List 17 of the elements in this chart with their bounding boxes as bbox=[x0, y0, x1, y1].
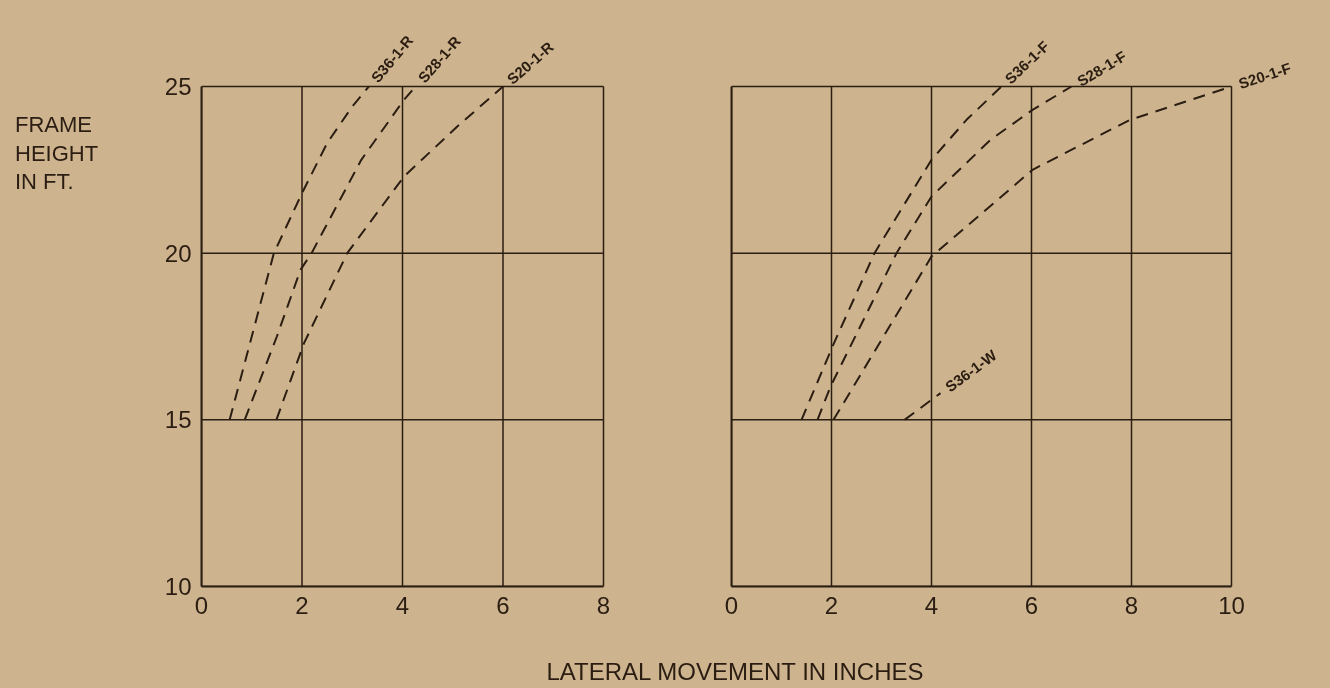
x-tick-label: 0 bbox=[724, 591, 739, 619]
x-tick-label: 6 bbox=[496, 591, 510, 619]
y-axis-title: FRAME HEIGHT IN FT. bbox=[15, 111, 99, 197]
x-tick-label: 4 bbox=[395, 591, 410, 619]
y-tick-label: 25 bbox=[164, 73, 192, 100]
x-tick-label: 0 bbox=[194, 591, 209, 619]
x-tick-label: 6 bbox=[1024, 591, 1039, 619]
y-tick-label: 20 bbox=[164, 239, 192, 267]
x-tick-label: 2 bbox=[295, 591, 309, 619]
x-axis-title: LATERAL MOVEMENT IN INCHES bbox=[546, 657, 924, 687]
x-tick-label: 2 bbox=[824, 591, 839, 619]
x-tick-label: 8 bbox=[1124, 591, 1139, 619]
y-tick-label: 10 bbox=[164, 573, 192, 600]
x-tick-label: 8 bbox=[596, 591, 611, 619]
x-tick-label: 4 bbox=[924, 591, 939, 619]
x-tick-label: 10 bbox=[1218, 591, 1245, 619]
y-tick-label: 15 bbox=[164, 406, 192, 434]
